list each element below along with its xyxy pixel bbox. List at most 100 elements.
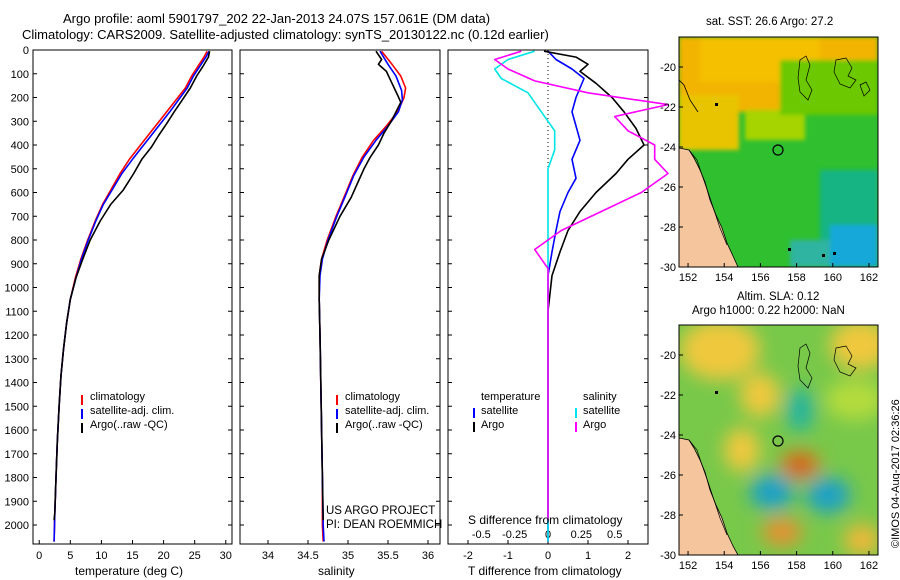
pi-annotation: PI: DEAN ROEMMICH: [326, 519, 443, 531]
map-y-tick-label: -22: [660, 102, 676, 114]
series-line-argo-raw-qc-: [53, 51, 211, 521]
series-line-t-satellite: [547, 50, 585, 542]
depth-tick-label: 1700: [5, 449, 29, 461]
map-y-tick-label: -28: [660, 510, 676, 522]
salinity-panel: 34 34.5 35 35.5 36: [239, 49, 441, 562]
map-y-tick-label: -22: [660, 390, 676, 402]
series-line-argo-raw-qc-: [318, 50, 402, 521]
x-tick-label: 34: [262, 550, 274, 562]
map-y-tick-label: -26: [660, 470, 676, 482]
depth-tick-label: 500: [11, 164, 29, 176]
map-y-tick-label: -24: [660, 430, 676, 442]
plot-frame: [32, 49, 233, 545]
diff-legend-s-argo: Argo: [583, 419, 607, 431]
map-x-tick-label: 160: [824, 272, 842, 284]
map-x-tick-label: 152: [679, 272, 697, 284]
depth-tick-label: 1500: [5, 401, 29, 413]
map-x-tick-label: 154: [715, 560, 733, 572]
sst-map: 152 154 156 158 160 162 -20 -22 -24 -26 -28 -30: [660, 36, 879, 284]
x-tick-label: 10: [95, 550, 107, 562]
sla-argo-marker: [772, 435, 784, 447]
depth-tick-label: 1000: [5, 283, 29, 295]
map-y-tick-label: -24: [660, 142, 676, 154]
x-tick-label: -1: [503, 550, 513, 562]
x-tick-label: 2: [625, 550, 631, 562]
x-tick-label: 25: [189, 550, 201, 562]
series-line-t-argo: [543, 50, 645, 521]
series-line-s-satellite: [493, 50, 556, 542]
depth-tick-label: 400: [11, 140, 29, 152]
temp-legend-satellite: satellite-adj. clim.: [90, 405, 175, 417]
map-frame: [678, 324, 879, 556]
depth-tick-label: 100: [11, 69, 29, 81]
temperature-xlabel: temperature (deg C): [75, 564, 184, 578]
x-tick-label: 30: [220, 550, 232, 562]
depth-tick-label: 1300: [5, 354, 29, 366]
x-tick-label: 35: [342, 550, 354, 562]
difference-xlabel-salinity: S difference from climatology: [468, 513, 623, 527]
series-line-climatology: [53, 50, 208, 542]
map-x-tick-label: 162: [860, 560, 878, 572]
depth-tick-label: 1100: [5, 306, 29, 318]
x2-tick-label: 0.25: [571, 529, 592, 541]
diff-legend-t-argo: Argo: [481, 419, 505, 431]
map-x-tick-label: 162: [860, 272, 878, 284]
depth-tick-label: 1600: [5, 425, 29, 437]
x-tick-label: 34.5: [297, 550, 318, 562]
series-line-climatology: [318, 50, 407, 542]
temperature-panel: 0100200300400500600700800900100011001200…: [5, 45, 233, 562]
x-tick-label: -2: [463, 550, 473, 562]
sla-map-subtitle: Argo h1000: 0.22 h2000: NaN: [692, 305, 845, 317]
x2-tick-label: -0.25: [502, 529, 527, 541]
x-tick-label: 36: [422, 550, 434, 562]
map-x-tick-label: 158: [787, 272, 805, 284]
sst-map-title: sat. SST: 26.6 Argo: 27.2: [706, 16, 834, 28]
x-tick-label: 35.5: [377, 550, 398, 562]
temp-legend-argo: Argo(..raw -QC): [90, 419, 168, 431]
plot-frame: [239, 49, 441, 545]
sla-map-title: Altim. SLA: 0.12: [737, 291, 820, 303]
depth-tick-label: 200: [11, 93, 29, 105]
depth-tick-label: 300: [11, 116, 29, 128]
map-x-tick-label: 160: [824, 560, 842, 572]
x-tick-label: 5: [67, 550, 73, 562]
x-tick-label: 0: [545, 550, 551, 562]
map-x-tick-label: 158: [787, 560, 805, 572]
depth-tick-label: 1800: [5, 473, 29, 485]
sla-map: 152 154 156 158 160 162 -20 -22 -24 -26 -28 -30: [660, 324, 879, 572]
depth-tick-label: 2000: [5, 520, 29, 532]
depth-tick-label: 600: [11, 188, 29, 200]
map-frame: [678, 36, 879, 268]
map-y-tick-label: -30: [660, 262, 676, 274]
diff-legend-salinity-title: salinity: [583, 391, 617, 403]
credit-stamp: ©IMOS 04-Aug-2017 02:36:26: [890, 399, 900, 548]
diff-legend-temperature-title: temperature: [481, 391, 541, 403]
difference-xlabel: T difference from climatology: [468, 564, 622, 578]
depth-tick-label: 800: [11, 235, 29, 247]
x-tick-label: 0: [36, 550, 42, 562]
depth-tick-label: 1900: [5, 496, 29, 508]
title-line-2: Climatology: CARS2009. Satellite-adjuste…: [22, 27, 549, 42]
depth-tick-label: 900: [11, 259, 29, 271]
project-annotation: US ARGO PROJECT: [326, 505, 436, 517]
depth-tick-label: 1400: [5, 378, 29, 390]
map-y-tick-label: -20: [660, 62, 676, 74]
x-tick-label: 20: [157, 550, 169, 562]
sst-argo-marker: [772, 144, 784, 156]
diff-legend-t-satellite: satellite: [481, 405, 519, 417]
sal-legend-satellite: satellite-adj. clim.: [345, 405, 430, 417]
x-tick-label: 1: [585, 550, 591, 562]
series-line-s-argo: [493, 50, 669, 521]
x2-tick-label: 0.5: [607, 529, 622, 541]
title-line-1: Argo profile: aoml 5901797_202 22-Jan-20…: [63, 11, 491, 26]
series-line-satellite-adj-clim-: [53, 50, 210, 542]
map-x-tick-label: 154: [715, 272, 733, 284]
map-y-tick-label: -26: [660, 182, 676, 194]
depth-tick-label: 0: [23, 45, 29, 57]
map-x-tick-label: 152: [679, 560, 697, 572]
map-y-tick-label: -28: [660, 222, 676, 234]
map-x-tick-label: 156: [751, 560, 769, 572]
temp-legend-climatology: climatology: [90, 391, 146, 403]
